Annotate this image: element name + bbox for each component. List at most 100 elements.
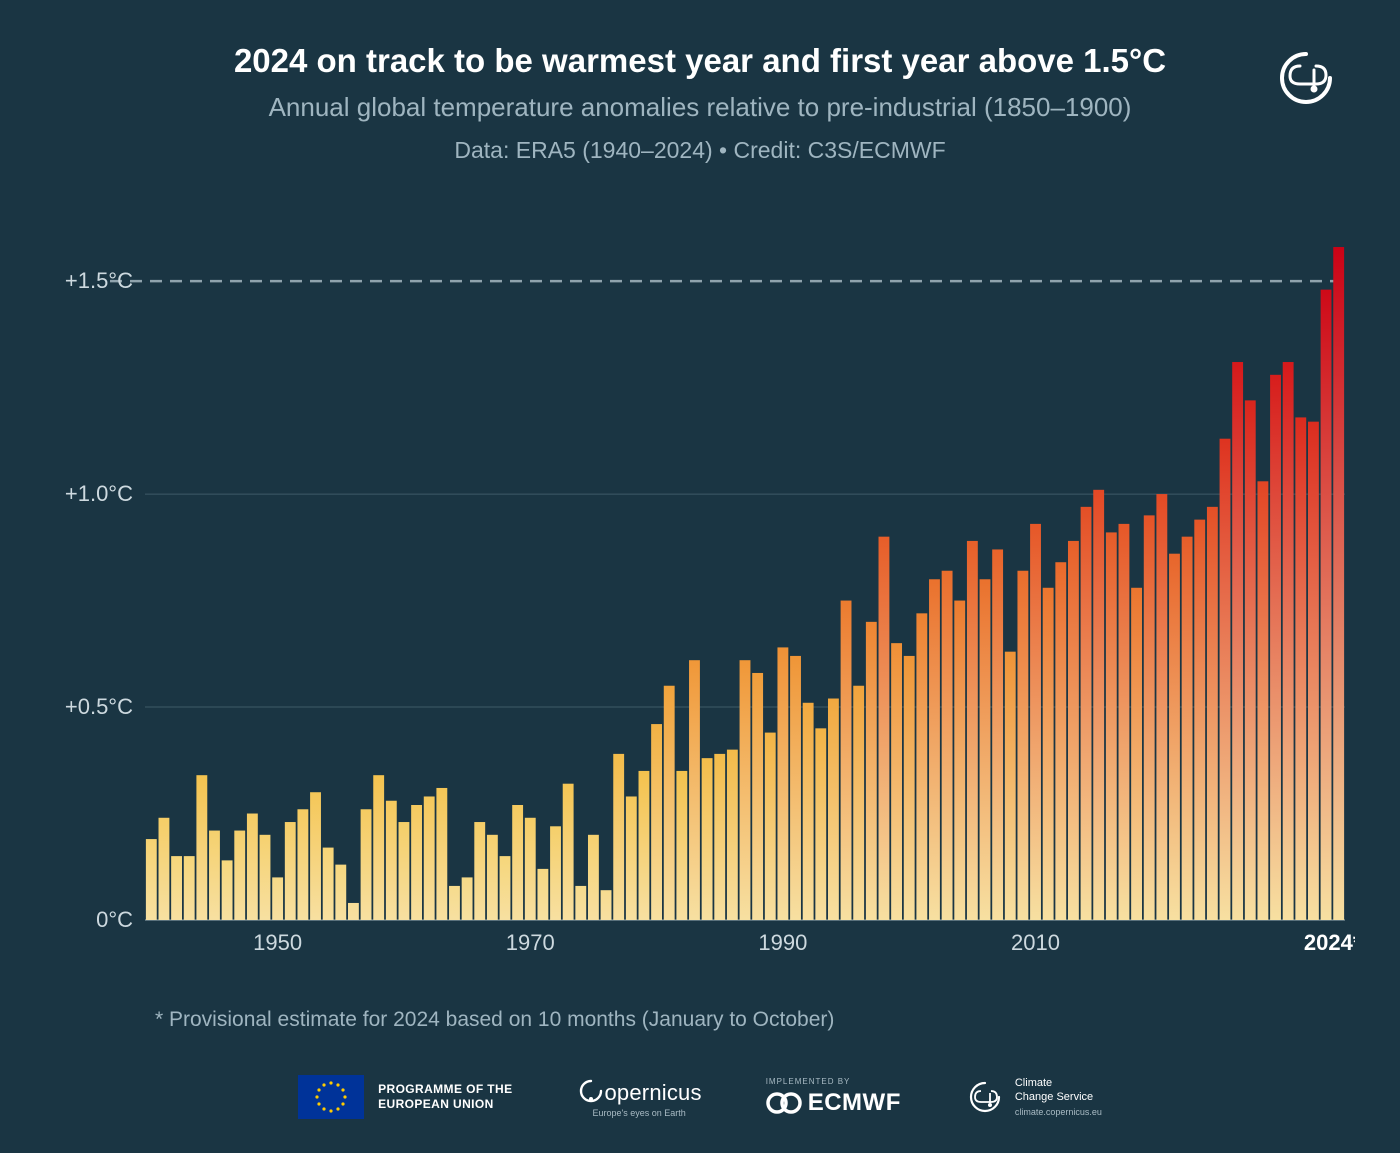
bar [171,856,182,920]
bar [184,856,195,920]
bar [411,805,422,920]
bar [196,775,207,920]
bar [449,886,460,920]
bar [386,801,397,920]
eu-flag-icon [298,1075,364,1119]
bar [929,579,940,920]
bar [828,699,839,920]
bar [348,903,359,920]
ecmwf-rings-icon [766,1092,802,1114]
bar [272,877,283,920]
svg-text:2024*: 2024* [1304,930,1355,950]
c3s-cloud-icon [965,1077,1005,1117]
bar [399,822,410,920]
bar [980,579,991,920]
bar [424,796,435,920]
bar [815,728,826,920]
bar [234,831,245,920]
bar [1207,507,1218,920]
chart-footnote: * Provisional estimate for 2024 based on… [155,1008,834,1032]
bar [1220,439,1231,920]
bar [879,537,890,920]
bar [474,822,485,920]
chart-title: 2024 on track to be warmest year and fir… [0,42,1400,80]
ecmwf-logo: IMPLEMENTED BY ECMWF [766,1077,901,1117]
bar [563,784,574,920]
eu-programme-logo: PROGRAMME OF THE EUROPEAN UNION [298,1075,512,1119]
bar [247,814,258,920]
bar [1232,362,1243,920]
svg-text:1950: 1950 [253,930,302,950]
bar [639,771,650,920]
bar [866,622,877,920]
bar [1270,375,1281,920]
bar [740,660,751,920]
bar [285,822,296,920]
bar [1043,588,1054,920]
bar [942,571,953,920]
bar [765,733,776,920]
bar [1182,537,1193,920]
bar [436,788,447,920]
svg-text:1970: 1970 [506,930,555,950]
bar [1321,290,1332,920]
bar [613,754,624,920]
chart-datacredit: Data: ERA5 (1940–2024) • Credit: C3S/ECM… [0,137,1400,164]
bar [664,686,675,920]
bar [575,886,586,920]
bar [803,703,814,920]
c3s-logo-icon [1270,42,1342,114]
svg-text:1990: 1990 [758,930,807,950]
bar [1093,490,1104,920]
bar [727,750,738,920]
bar [777,647,788,920]
bar [260,835,271,920]
chart-subtitle: Annual global temperature anomalies rela… [0,92,1400,123]
bar [626,796,637,920]
svg-text:+1.0°C: +1.0°C [65,481,133,506]
bar [891,643,902,920]
bar [1169,554,1180,920]
bar [1144,515,1155,920]
bar [1283,362,1294,920]
bar [967,541,978,920]
bar [500,856,511,920]
bar [1308,422,1319,920]
svg-text:+0.5°C: +0.5°C [65,694,133,719]
copernicus-logo: opernicus Europe's eyes on Earth [577,1077,702,1118]
c3s-logo: Climate Change Service climate.copernicu… [965,1077,1102,1118]
bar [550,826,561,920]
bar [651,724,662,920]
bar [853,686,864,920]
bar [222,860,233,920]
bar [1257,481,1268,920]
bar [487,835,498,920]
bar [752,673,763,920]
bar [1068,541,1079,920]
bar [841,601,852,920]
bar [714,754,725,920]
bar [904,656,915,920]
bar [209,831,220,920]
bar [537,869,548,920]
bar [588,835,599,920]
bar [1131,588,1142,920]
bar [1245,400,1256,920]
svg-text:+1.5°C: +1.5°C [65,268,133,293]
svg-text:0°C: 0°C [96,907,133,932]
bar [1081,507,1092,920]
eu-programme-text: PROGRAMME OF THE EUROPEAN UNION [378,1082,512,1112]
bar [1333,247,1344,920]
bar [1106,532,1117,920]
bar [1005,652,1016,920]
bar [954,601,965,920]
bar [1030,524,1041,920]
chart-header: 2024 on track to be warmest year and fir… [0,0,1400,164]
bar [689,660,700,920]
bar [601,890,612,920]
bar [361,809,372,920]
bar [373,775,384,920]
bar [676,771,687,920]
bar [1055,562,1066,920]
bar [323,848,334,920]
